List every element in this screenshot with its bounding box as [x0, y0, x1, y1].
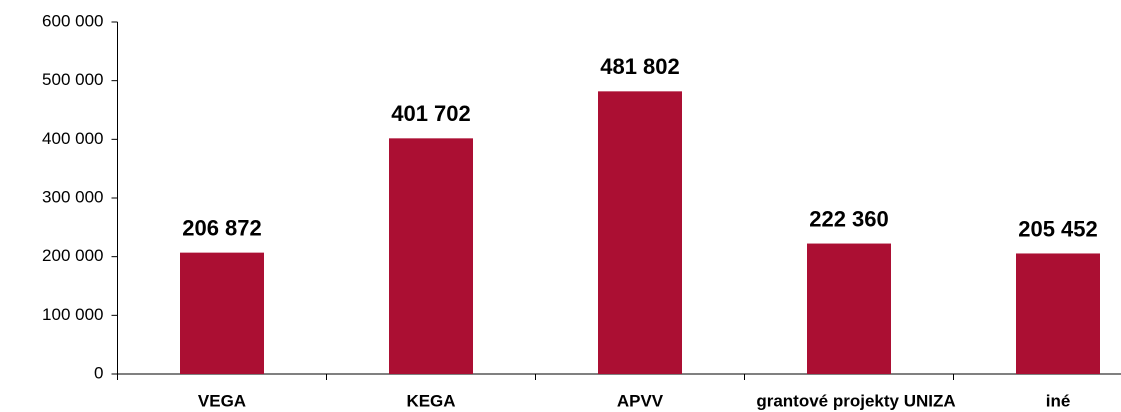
- value-label: 401 702: [391, 101, 471, 126]
- y-tick-label: 600 000: [42, 11, 103, 30]
- bar: [598, 91, 682, 374]
- x-tick-label: VEGA: [198, 391, 246, 410]
- y-tick-label: 500 000: [42, 70, 103, 89]
- x-tick-label: KEGA: [406, 391, 455, 410]
- x-tick-label: grantové projekty UNIZA: [756, 391, 955, 410]
- y-tick-label: 400 000: [42, 129, 103, 148]
- bar: [1016, 253, 1100, 374]
- bar: [389, 138, 473, 374]
- y-tick-label: 100 000: [42, 305, 103, 324]
- y-tick-label: 200 000: [42, 246, 103, 265]
- value-label: 481 802: [600, 54, 680, 79]
- y-tick-label: 300 000: [42, 187, 103, 206]
- value-label: 205 452: [1018, 216, 1098, 241]
- y-tick-label: 0: [94, 363, 103, 382]
- bar: [807, 243, 891, 374]
- bar: [180, 252, 264, 374]
- value-label: 206 872: [182, 215, 262, 240]
- value-label: 222 360: [809, 206, 889, 231]
- x-tick-label: APVV: [617, 391, 664, 410]
- x-tick-label: iné: [1046, 391, 1071, 410]
